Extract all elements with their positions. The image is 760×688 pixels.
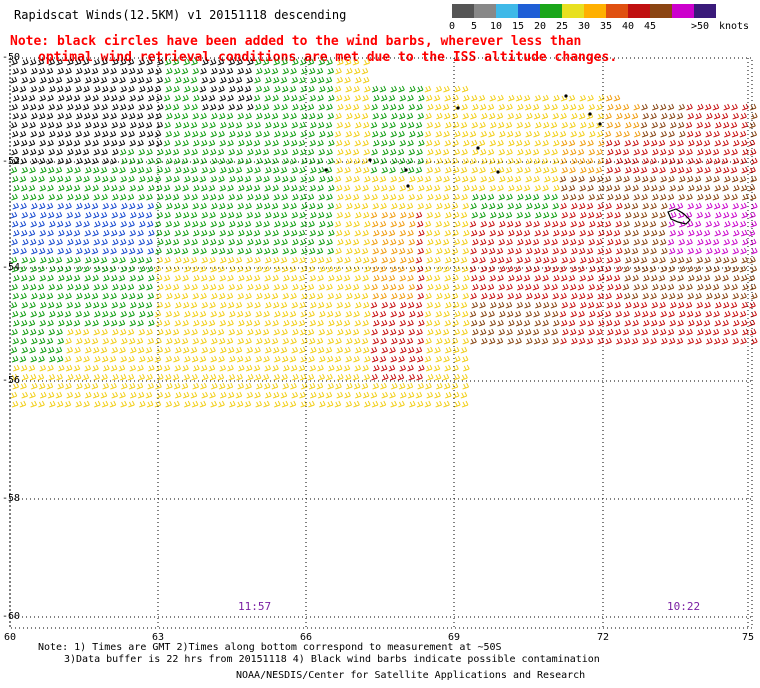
- contamination-dot: [598, 122, 602, 126]
- wind-barb-group: [667, 202, 758, 255]
- wind-barb-group: [10, 58, 254, 165]
- legend-swatch: [628, 4, 650, 18]
- wind-barb-group: [10, 58, 560, 363]
- wind-barb-group: [469, 103, 758, 345]
- footer-note-line-2: 3)Data buffer is 22 hrs from 20151118 4)…: [64, 654, 600, 665]
- legend-swatch: [540, 4, 562, 18]
- note-line-2: optimal wind retrieval conditions are me…: [38, 50, 618, 65]
- legend-swatch: [650, 4, 672, 18]
- legend-label: >50: [690, 21, 710, 32]
- legend-swatch: [606, 4, 628, 18]
- lon-label-69: 69: [447, 632, 461, 643]
- time-label-right: 10:22: [667, 600, 701, 613]
- contamination-dot: [496, 170, 500, 174]
- footer-note-line-1: Note: 1) Times are GMT 2)Times along bot…: [38, 642, 502, 653]
- legend-label: 30: [577, 21, 591, 32]
- contamination-dot: [406, 184, 410, 188]
- legend-label: 15: [511, 21, 525, 32]
- legend-swatch: [672, 4, 694, 18]
- legend-label: 5: [470, 21, 478, 32]
- legend-label: 45: [643, 21, 657, 32]
- legend-label: 25: [555, 21, 569, 32]
- lat-label-56: -56: [2, 375, 21, 386]
- legend-swatch: [584, 4, 606, 18]
- wind-barb-group: [10, 58, 605, 408]
- lat-lon-grid: [9, 57, 753, 629]
- legend-swatch: [496, 4, 518, 18]
- legend-label: 0: [448, 21, 456, 32]
- contamination-dot: [564, 94, 568, 98]
- lat-label-50: -50: [2, 52, 21, 63]
- footer-note: Note: 1) Times are GMT 2)Times along bot…: [38, 642, 600, 666]
- note-line-1: Note: black circles have been added to t…: [10, 34, 582, 49]
- wind-barb-group: [10, 202, 155, 255]
- lon-label-75: 75: [741, 632, 755, 643]
- wind-barb-group: [370, 103, 758, 381]
- contamination-dot: [476, 146, 480, 150]
- contamination-dot: [404, 168, 408, 172]
- contamination-dot: [368, 158, 372, 162]
- island-coastline: [667, 208, 691, 225]
- lon-label-60: 60: [3, 632, 17, 643]
- lat-label-58: -58: [2, 493, 21, 504]
- time-label-left: 11:57: [238, 600, 272, 613]
- legend-label: knots: [718, 21, 750, 32]
- contamination-note: Note: black circles have been added to t…: [10, 34, 617, 66]
- contamination-dot: [324, 168, 328, 172]
- legend-swatch: [562, 4, 584, 18]
- lon-label-66: 66: [299, 632, 313, 643]
- lat-label-52: -52: [2, 156, 21, 167]
- map-title: Rapidscat Winds(12.5KM) v1 20151118 desc…: [14, 8, 347, 22]
- legend-swatch: [694, 4, 716, 18]
- wind-barb-group: [370, 94, 641, 300]
- contamination-dot: [588, 112, 592, 116]
- lat-label-54: -54: [2, 262, 21, 273]
- lon-label-72: 72: [596, 632, 610, 643]
- legend-label: 40: [621, 21, 635, 32]
- footer-credit: NOAA/NESDIS/Center for Satellite Applica…: [236, 670, 586, 681]
- legend-swatch: [518, 4, 540, 18]
- legend-swatch: [474, 4, 496, 18]
- wind-barbs: [10, 58, 758, 408]
- lon-label-63: 63: [151, 632, 165, 643]
- legend-label: 35: [599, 21, 613, 32]
- lat-label-60: -60: [2, 611, 21, 622]
- legend-swatch: [452, 4, 474, 18]
- legend-label: 10: [489, 21, 503, 32]
- contamination-dot: [456, 106, 460, 110]
- legend-label: 20: [533, 21, 547, 32]
